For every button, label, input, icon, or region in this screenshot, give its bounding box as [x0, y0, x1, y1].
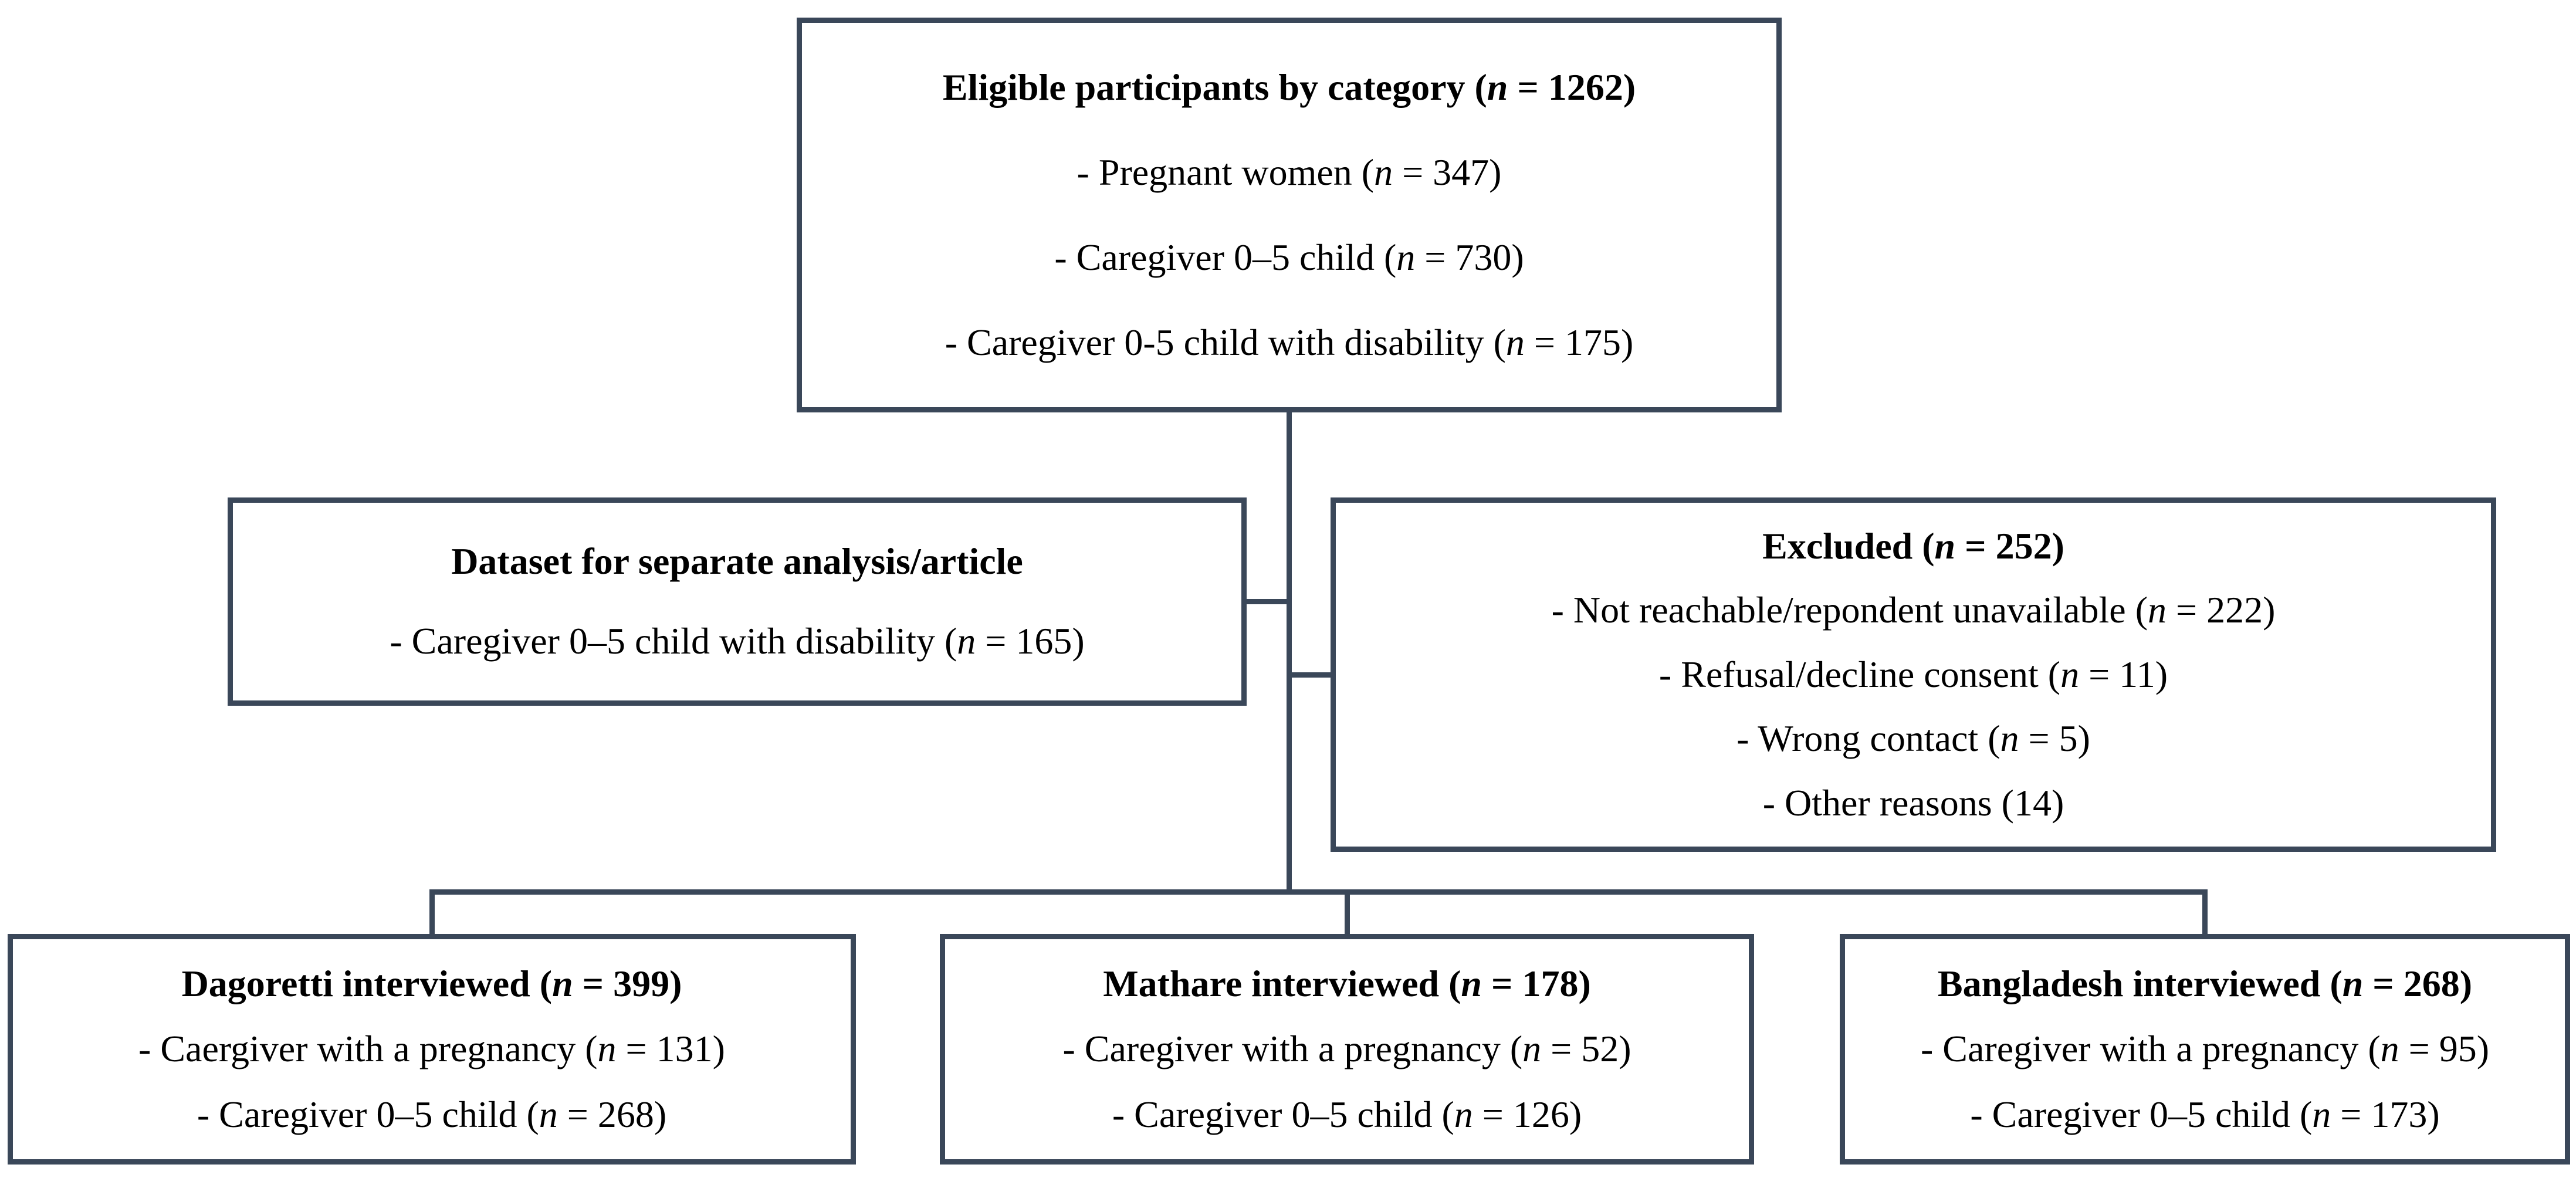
box-title: Bangladesh interviewed (n = 268) [1937, 962, 2473, 1004]
box-item: - Caregiver 0–5 child (n = 173) [1970, 1093, 2440, 1135]
box-title: Mathare interviewed (n = 178) [1103, 962, 1591, 1004]
box-title: Dataset for separate analysis/article [451, 540, 1023, 583]
box-eligible-participants: Eligible participants by category (n = 1… [797, 18, 1782, 412]
connector-drop-dagoretti [429, 889, 435, 936]
box-item: - Caregiver 0–5 child with disability (n… [390, 620, 1085, 662]
connector-dataset-stub [1243, 599, 1289, 604]
box-title: Eligible participants by category (n = 1… [942, 66, 1636, 108]
box-mathare-interviewed: Mathare interviewed (n = 178) - Caregive… [940, 934, 1754, 1165]
box-item: - Other reasons (14) [1762, 781, 2064, 824]
box-title: Excluded (n = 252) [1762, 525, 2064, 567]
connector-top-vertical [1287, 407, 1292, 895]
box-item: - Caregiver with a pregnancy (n = 95) [1920, 1028, 2490, 1070]
box-item: - Caregiver 0–5 child (n = 126) [1112, 1093, 1582, 1135]
box-item: - Caregiver with a pregnancy (n = 52) [1062, 1028, 1631, 1070]
box-item: - Refusal/decline consent (n = 11) [1658, 653, 2168, 695]
box-item: - Caregiver 0–5 child (n = 268) [197, 1093, 667, 1135]
connector-drop-mathare [1345, 889, 1350, 936]
box-title: Dagoretti interviewed (n = 399) [181, 962, 682, 1004]
box-excluded: Excluded (n = 252) - Not reachable/repon… [1331, 497, 2496, 852]
box-item: - Caregiver 0–5 child (n = 730) [1054, 236, 1524, 278]
box-item: - Not reachable/repondent unavailable (n… [1551, 589, 2276, 631]
box-dagoretti-interviewed: Dagoretti interviewed (n = 399) - Caergi… [8, 934, 856, 1165]
box-item: - Wrong contact (n = 5) [1736, 717, 2090, 760]
box-item: - Caergiver with a pregnancy (n = 131) [138, 1028, 725, 1070]
box-item: - Pregnant women (n = 347) [1077, 151, 1502, 193]
connector-excluded-stub [1289, 672, 1333, 678]
connector-distribution-rail [429, 889, 2208, 895]
box-item: - Caregiver 0-5 child with disability (n… [945, 321, 1634, 363]
connector-drop-bangladesh [2202, 889, 2208, 936]
box-bangladesh-interviewed: Bangladesh interviewed (n = 268) - Careg… [1840, 934, 2570, 1165]
box-dataset-separate-analysis: Dataset for separate analysis/article - … [228, 497, 1247, 706]
